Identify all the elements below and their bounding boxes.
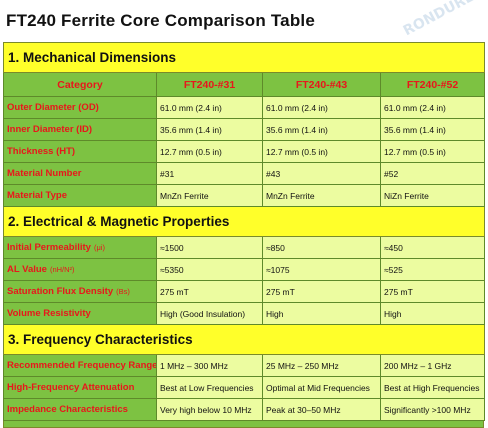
cell-value: 35.6 mm (1.4 in) — [380, 118, 485, 141]
row-label: Material Type — [3, 184, 157, 207]
cell-value: 200 MHz – 1 GHz — [380, 354, 485, 377]
cell-value: 25 MHz – 250 MHz — [262, 354, 381, 377]
row-label: Initial Permeability (μi) — [3, 236, 157, 259]
cell-value: Significantly >100 MHz — [380, 398, 485, 421]
cell-value: 275 mT — [156, 280, 263, 303]
row-label: Volume Resistivity — [3, 302, 157, 325]
cell-value: High — [380, 302, 485, 325]
row-label-text: Material Number — [7, 168, 82, 179]
row-label-text: High-Frequency Attenuation — [7, 382, 135, 393]
table-row: High-Frequency Attenuation Best at Low Fr… — [3, 376, 485, 399]
section-title: 3. Frequency Characteristics — [3, 324, 485, 355]
cell-value: Optimal at Mid Frequencies — [262, 376, 381, 399]
row-label: Inner Diameter (ID) — [3, 118, 157, 141]
cell-value: NiZn Ferrite — [380, 184, 485, 207]
table-row: Outer Diameter (OD) 61.0 mm (2.4 in) 61.0 … — [3, 96, 485, 119]
table-row: Saturation Flux Density (Bs) 275 mT 275 mT 2… — [3, 280, 485, 303]
cell-value: ≈450 — [380, 236, 485, 259]
column-header-row: Category FT240-#31 FT240-#43 FT240-#52 — [3, 72, 485, 97]
table-row: Impedance Characteristics Very high below… — [3, 398, 485, 421]
row-label-unit: (μi) — [93, 243, 105, 252]
table-row: Material Type MnZn Ferrite MnZn Ferrite NiZ… — [3, 184, 485, 207]
cell-value: 35.6 mm (1.4 in) — [262, 118, 381, 141]
cell-value: #52 — [380, 162, 485, 185]
comparison-table: 1. Mechanical Dimensions Category FT240-… — [3, 42, 485, 421]
row-label-text: Impedance Characteristics — [7, 404, 128, 415]
cell-value: MnZn Ferrite — [156, 184, 263, 207]
cell-value: ≈1075 — [262, 258, 381, 281]
cell-value: 12.7 mm (0.5 in) — [156, 140, 263, 163]
header-category: Category — [3, 72, 157, 97]
table-row: Volume Resistivity High (Good Insulation)… — [3, 302, 485, 325]
row-label-text: Initial Permeability — [7, 242, 91, 253]
row-label: AL Value (nH/N²) — [3, 258, 157, 281]
cell-value: Best at High Frequencies — [380, 376, 485, 399]
row-label: Material Number — [3, 162, 157, 185]
row-label-text: Volume Resistivity — [7, 308, 91, 319]
cell-value: #31 — [156, 162, 263, 185]
cell-value: High (Good Insulation) — [156, 302, 263, 325]
row-label-text: Inner Diameter (ID) — [7, 124, 92, 135]
cell-value: ≈850 — [262, 236, 381, 259]
table-row: Initial Permeability (μi) ≈1500 ≈850 ≈450 — [3, 236, 485, 259]
section-title: 2. Electrical & Magnetic Properties — [3, 206, 485, 237]
cell-value: 61.0 mm (2.4 in) — [262, 96, 381, 119]
section-title: 1. Mechanical Dimensions — [3, 42, 485, 73]
cell-value: 61.0 mm (2.4 in) — [156, 96, 263, 119]
row-label-text: AL Value — [7, 264, 47, 275]
cell-value: ≈1500 — [156, 236, 263, 259]
cell-value: #43 — [262, 162, 381, 185]
cell-value: Best at Low Frequencies — [156, 376, 263, 399]
header-col1: FT240-#31 — [156, 72, 263, 97]
section-header-electrical: 2. Electrical & Magnetic Properties — [3, 206, 485, 237]
watermark: RONDURE — [400, 0, 477, 40]
cell-value: 275 mT — [380, 280, 485, 303]
cell-value: High — [262, 302, 381, 325]
row-label: Impedance Characteristics — [3, 398, 157, 421]
cell-value: 275 mT — [262, 280, 381, 303]
cell-value: MnZn Ferrite — [262, 184, 381, 207]
cell-value: 35.6 mm (1.4 in) — [156, 118, 263, 141]
row-label-text: Outer Diameter (OD) — [7, 102, 99, 113]
row-label: Saturation Flux Density (Bs) — [3, 280, 157, 303]
table-row: AL Value (nH/N²) ≈5350 ≈1075 ≈525 — [3, 258, 485, 281]
row-label: Outer Diameter (OD) — [3, 96, 157, 119]
section-header-frequency: 3. Frequency Characteristics — [3, 324, 485, 355]
table-row: Material Number #31 #43 #52 — [3, 162, 485, 185]
cell-value: 61.0 mm (2.4 in) — [380, 96, 485, 119]
row-label: Thickness (HT) — [3, 140, 157, 163]
table-row: Inner Diameter (ID) 35.6 mm (1.4 in) 35.6 … — [3, 118, 485, 141]
row-label: Recommended Frequency Range — [3, 354, 157, 377]
row-label-unit: (nH/N²) — [49, 265, 75, 274]
table-row: Recommended Frequency Range 1 MHz – 300 M… — [3, 354, 485, 377]
cell-value: 12.7 mm (0.5 in) — [380, 140, 485, 163]
page-title: FT240 Ferrite Core Comparison Table — [6, 11, 315, 30]
cell-value: Very high below 10 MHz — [156, 398, 263, 421]
cell-value: 12.7 mm (0.5 in) — [262, 140, 381, 163]
row-label: High-Frequency Attenuation — [3, 376, 157, 399]
header-col3: FT240-#52 — [380, 72, 485, 97]
cell-value: 1 MHz – 300 MHz — [156, 354, 263, 377]
row-label-unit: (Bs) — [116, 287, 130, 296]
header-col2: FT240-#43 — [262, 72, 381, 97]
row-label-text: Material Type — [7, 190, 68, 201]
cell-value: ≈5350 — [156, 258, 263, 281]
section-header-mechanical: 1. Mechanical Dimensions — [3, 42, 485, 73]
row-label-text: Recommended Frequency Range — [7, 360, 157, 371]
table-row: Thickness (HT) 12.7 mm (0.5 in) 12.7 mm (0… — [3, 140, 485, 163]
row-label-text: Saturation Flux Density — [7, 286, 114, 297]
cell-value: Peak at 30–50 MHz — [262, 398, 381, 421]
row-label-text: Thickness (HT) — [7, 146, 76, 157]
cell-value: ≈525 — [380, 258, 485, 281]
